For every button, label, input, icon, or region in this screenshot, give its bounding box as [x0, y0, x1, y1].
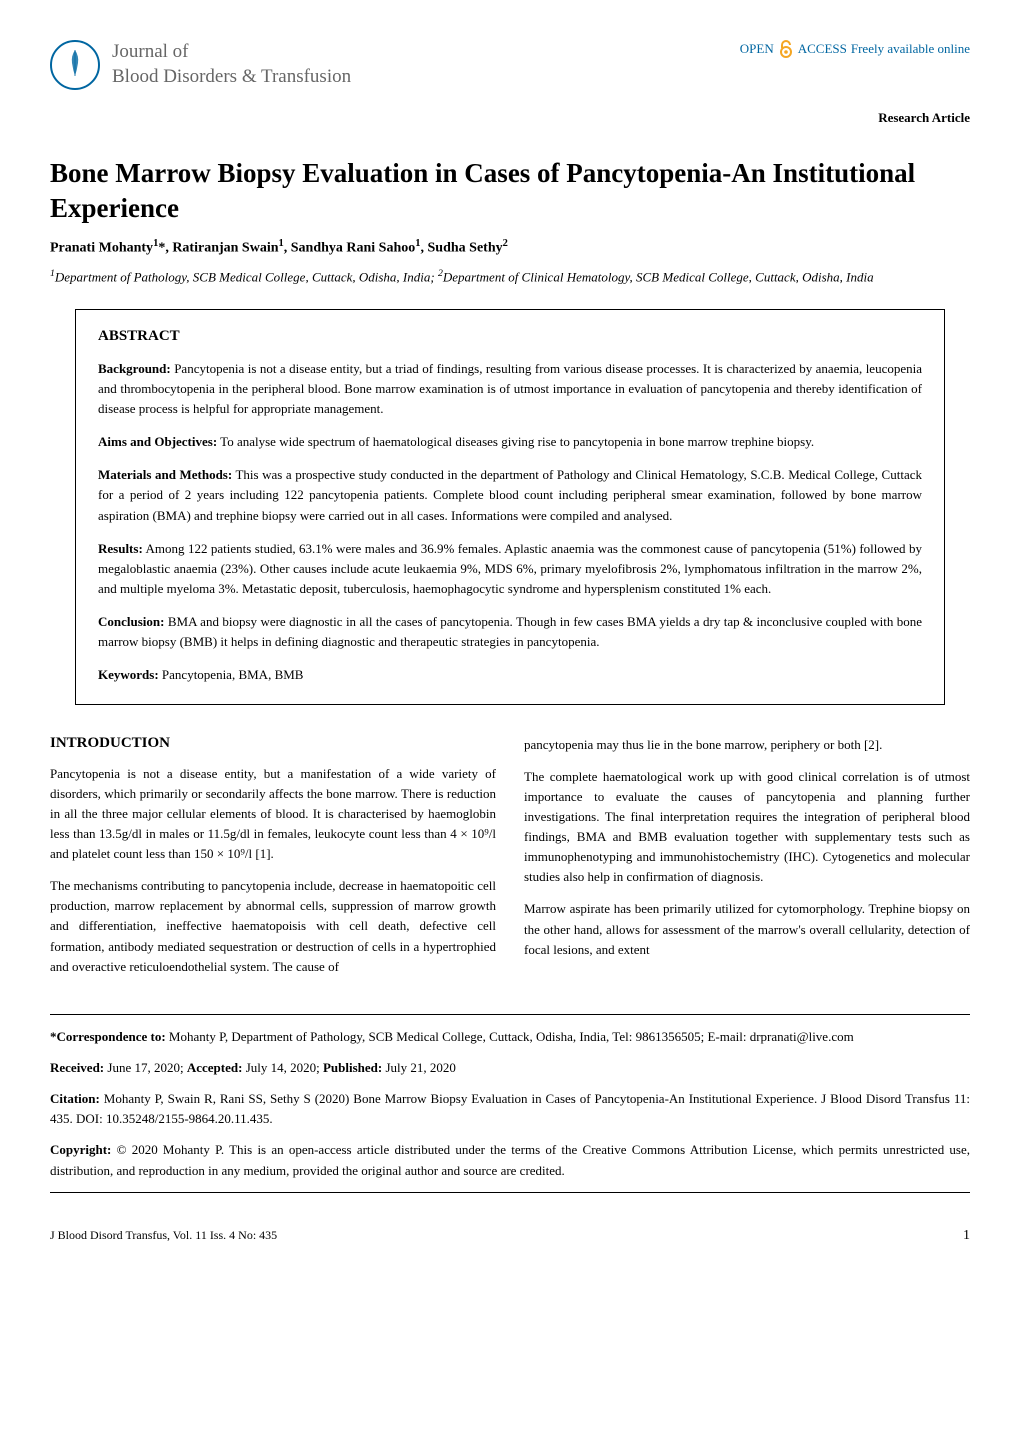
- abstract-para: Conclusion: BMA and biopsy were diagnost…: [98, 612, 922, 652]
- abstract-para-label: Results:: [98, 541, 143, 556]
- abstract-para-text: Among 122 patients studied, 63.1% were m…: [98, 541, 922, 596]
- correspondence-label: *Correspondence to:: [50, 1029, 166, 1044]
- page-number: 1: [963, 1228, 970, 1244]
- article-type: Research Article: [50, 110, 970, 126]
- divider-bottom: [50, 1192, 970, 1193]
- received-text: June 17, 2020;: [104, 1060, 187, 1075]
- divider: [50, 1014, 970, 1015]
- journal-title-block: Journal of Blood Disorders & Transfusion: [112, 40, 351, 89]
- abstract-para: Results: Among 122 patients studied, 63.…: [98, 539, 922, 599]
- abstract-para-text: Pancytopenia, BMA, BMB: [159, 667, 304, 682]
- body-para: Pancytopenia is not a disease entity, bu…: [50, 764, 496, 865]
- abstract-para-label: Keywords:: [98, 667, 159, 682]
- published-text: July 21, 2020: [382, 1060, 456, 1075]
- copyright-label: Copyright:: [50, 1142, 111, 1157]
- published-label: Published:: [323, 1060, 382, 1075]
- access-suffix: Freely available online: [851, 41, 970, 56]
- bottom-row: J Blood Disord Transfus, Vol. 11 Iss. 4 …: [50, 1228, 970, 1244]
- abstract-heading: ABSTRACT: [98, 328, 922, 345]
- abstract-para-label: Background:: [98, 361, 171, 376]
- accepted-text: July 14, 2020;: [242, 1060, 323, 1075]
- authors: Pranati Mohanty1*, Ratiranjan Swain1, Sa…: [50, 238, 970, 257]
- abstract-para: Background: Pancytopenia is not a diseas…: [98, 359, 922, 419]
- correspondence: *Correspondence to: Mohanty P, Departmen…: [50, 1027, 970, 1048]
- journal-logo: [50, 40, 100, 90]
- copyright: Copyright: © 2020 Mohanty P. This is an …: [50, 1140, 970, 1182]
- received-label: Received:: [50, 1060, 104, 1075]
- abstract-box: ABSTRACT Background: Pancytopenia is not…: [75, 309, 945, 705]
- citation-label: Citation:: [50, 1091, 100, 1106]
- affiliations: 1Department of Pathology, SCB Medical Co…: [50, 267, 970, 287]
- access-label: ACCESS: [798, 41, 847, 56]
- body-para: pancytopenia may thus lie in the bone ma…: [524, 735, 970, 755]
- intro-heading: INTRODUCTION: [50, 735, 496, 752]
- abstract-content: Background: Pancytopenia is not a diseas…: [98, 359, 922, 686]
- body-para: Marrow aspirate has been primarily utili…: [524, 899, 970, 959]
- abstract-para-text: To analyse wide spectrum of haematologic…: [217, 434, 814, 449]
- body-para: The mechanisms contributing to pancytope…: [50, 876, 496, 977]
- citation-text: Mohanty P, Swain R, Rani SS, Sethy S (20…: [50, 1091, 970, 1127]
- abstract-para-label: Conclusion:: [98, 614, 164, 629]
- journal-title-line1: Journal of: [112, 40, 351, 65]
- header-row: Journal of Blood Disorders & Transfusion…: [50, 40, 970, 90]
- abstract-para-label: Aims and Objectives:: [98, 434, 217, 449]
- bottom-citation: J Blood Disord Transfus, Vol. 11 Iss. 4 …: [50, 1228, 277, 1244]
- abstract-para: Keywords: Pancytopenia, BMA, BMB: [98, 665, 922, 685]
- body-para: The complete haematological work up with…: [524, 767, 970, 888]
- abstract-para-label: Materials and Methods:: [98, 467, 232, 482]
- abstract-para-text: Pancytopenia is not a disease entity, bu…: [98, 361, 922, 416]
- body-columns: INTRODUCTION Pancytopenia is not a disea…: [50, 735, 970, 989]
- footer-meta: *Correspondence to: Mohanty P, Departmen…: [50, 1027, 970, 1182]
- logo-section: Journal of Blood Disorders & Transfusion: [50, 40, 351, 90]
- accepted-label: Accepted:: [187, 1060, 243, 1075]
- copyright-text: © 2020 Mohanty P. This is an open-access…: [50, 1142, 970, 1178]
- article-title: Bone Marrow Biopsy Evaluation in Cases o…: [50, 156, 970, 226]
- journal-title-line2: Blood Disorders & Transfusion: [112, 65, 351, 90]
- access-badge: OPEN ACCESS Freely available online: [740, 40, 970, 58]
- feather-icon: [64, 48, 86, 83]
- open-access-icon: [778, 40, 794, 58]
- right-column: pancytopenia may thus lie in the bone ma…: [524, 735, 970, 989]
- abstract-para: Aims and Objectives: To analyse wide spe…: [98, 432, 922, 452]
- abstract-para: Materials and Methods: This was a prospe…: [98, 465, 922, 525]
- abstract-para-text: BMA and biopsy were diagnostic in all th…: [98, 614, 922, 649]
- citation: Citation: Mohanty P, Swain R, Rani SS, S…: [50, 1089, 970, 1131]
- dates: Received: June 17, 2020; Accepted: July …: [50, 1058, 970, 1079]
- left-column: INTRODUCTION Pancytopenia is not a disea…: [50, 735, 496, 989]
- access-open: OPEN: [740, 41, 774, 56]
- correspondence-text: Mohanty P, Department of Pathology, SCB …: [166, 1029, 854, 1044]
